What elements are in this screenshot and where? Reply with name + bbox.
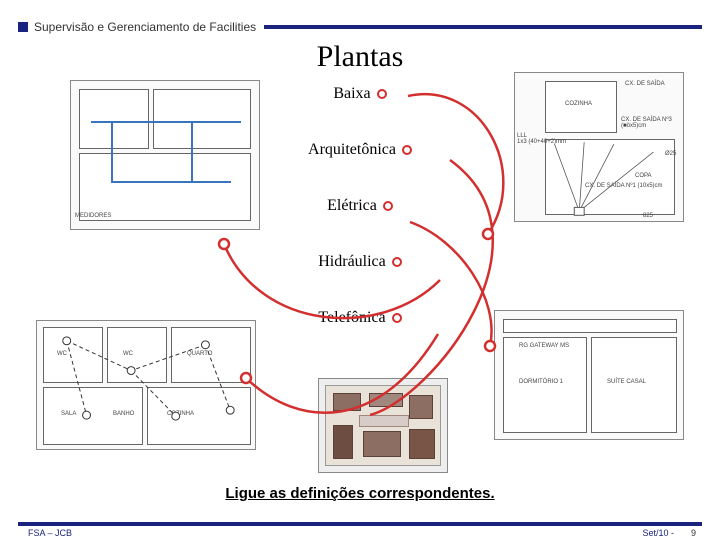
instruction-text: Ligue as definições correspondentes. (225, 485, 494, 502)
header-rule (264, 25, 702, 29)
footer-page-number: 9 (691, 528, 696, 538)
connector-node-icon (392, 313, 402, 323)
fp5-room: DORMITÓRIO 1 (519, 379, 563, 385)
connector-node-icon (383, 201, 393, 211)
label-text: Baixa (333, 85, 370, 103)
connector-node-icon (402, 145, 412, 155)
floorplan-electrical: COZINHA COPA CX. DE SAÍDA CX. DE SAÍDA N… (514, 72, 684, 222)
footer-rule (18, 522, 702, 526)
header-subtitle: Supervisão e Gerenciamento de Facilities (34, 20, 256, 34)
fp5-caption: RG GATEWAY MS (519, 343, 569, 349)
footer-left: FSA – JCB (28, 528, 72, 538)
header-bullet-icon (18, 22, 28, 32)
floorplan-lowplan: DORMITÓRIO 1 SUÍTE CASAL RG GATEWAY MS (494, 310, 684, 440)
label-text: Elétrica (327, 197, 377, 215)
fp1-caption: MEDIDORES (75, 213, 111, 219)
footer-right: Set/10 - (642, 528, 674, 538)
label-text: Hidráulica (318, 253, 386, 271)
slide-header: Supervisão e Gerenciamento de Facilities (18, 18, 702, 36)
label-baixa: Baixa (333, 85, 386, 103)
floorplan-telephone: WC WC SALA BANHO COZINHA QUARTO (36, 320, 256, 450)
label-hidraulica: Hidráulica (318, 253, 402, 271)
floorplan-hydraulic: MEDIDORES (70, 80, 260, 230)
connector-node-icon (377, 89, 387, 99)
label-text: Telefônica (318, 309, 385, 327)
label-text: Arquitetônica (308, 141, 396, 159)
connector-node-icon (392, 257, 402, 267)
label-eletrica: Elétrica (327, 197, 393, 215)
label-arquitetonica: Arquitetônica (308, 141, 412, 159)
label-telefonica: Telefônica (318, 309, 401, 327)
fp5-room: SUÍTE CASAL (607, 379, 646, 385)
page-title: Plantas (317, 40, 404, 74)
definition-labels: Baixa Arquitetônica Elétrica Hidráulica … (308, 85, 412, 327)
floorplan-architectural-3d (318, 378, 448, 473)
